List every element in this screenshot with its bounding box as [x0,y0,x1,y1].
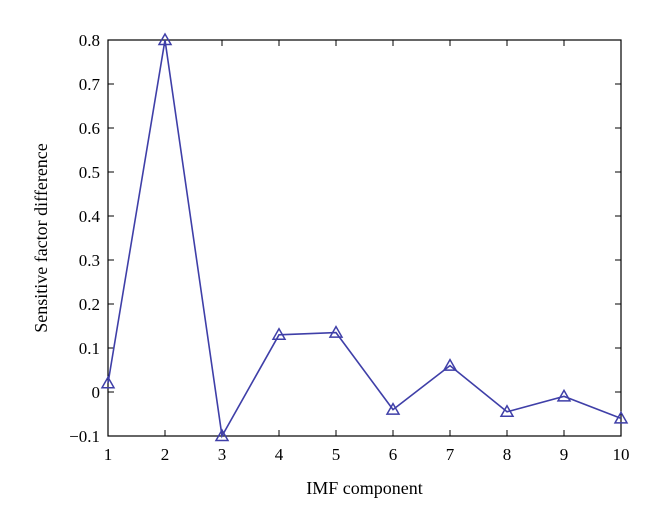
x-tick-labels: 1 2 3 4 5 6 7 8 9 10 [104,445,630,464]
y-tick-label: 0.3 [79,251,100,270]
data-point-marker [499,404,515,418]
data-point-marker [556,388,572,402]
y-tick-label: 0 [92,383,101,402]
x-tick-label: 6 [389,445,398,464]
data-point-marker [157,32,173,46]
x-tick-label: 1 [104,445,113,464]
y-tick-labels: −0.1 0 0.1 0.2 0.3 0.4 0.5 0.6 0.7 0.8 [69,31,100,446]
data-point-marker [214,428,230,442]
data-point-marker [613,410,629,424]
y-tick-label: 0.5 [79,163,100,182]
plot-frame [107,39,622,437]
data-point-marker [100,375,116,389]
y-tick-label: 0.4 [79,207,101,226]
data-point-marker [385,402,401,415]
y-tick-label: 0.6 [79,119,100,138]
x-tick-label: 4 [275,445,284,464]
x-tick-label: 5 [332,445,341,464]
x-axis-label: IMF component [306,478,423,498]
series-layer [100,32,629,442]
x-tick-label: 10 [613,445,630,464]
data-point-marker [271,327,287,341]
y-tick-label: 0.7 [79,75,101,94]
data-point-marker [442,358,458,371]
x-tick-label: 2 [161,445,170,464]
x-tick-label: 7 [446,445,455,464]
series-line [107,39,622,439]
y-tick-label: 0.2 [79,295,100,314]
y-tick-label: 0.1 [79,339,100,358]
x-tick-label: 8 [503,445,512,464]
y-tick-label: −0.1 [69,427,100,446]
data-point-marker [328,325,344,338]
y-axis-label: Sensitive factor difference [31,143,51,333]
x-tick-label: 9 [560,445,569,464]
x-tick-label: 3 [218,445,227,464]
y-tick-label: 0.8 [79,31,100,50]
ticks-layer [107,39,622,437]
